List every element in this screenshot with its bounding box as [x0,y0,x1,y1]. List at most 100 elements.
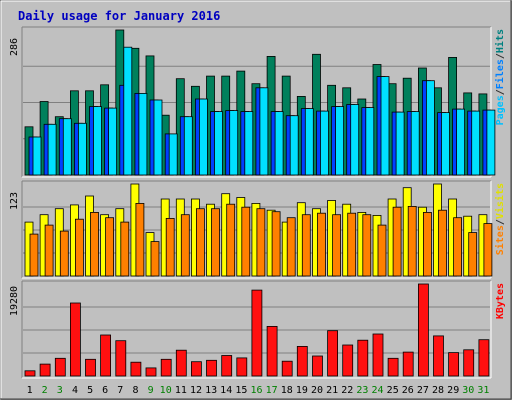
x-tick-label-day-26: 26 [402,385,414,396]
x-tick-label-day-20: 20 [311,385,323,396]
bar-kbytes-day-5 [85,358,96,377]
bar-kbytes-day-2 [39,363,51,377]
bar-sites-day-16 [256,208,266,277]
bar-pages-day-23 [365,107,375,176]
bar-pages-day-31 [486,109,496,176]
x-tick-label-day-14: 14 [220,385,232,396]
bar-sites-day-29 [453,217,463,277]
bar-kbytes-day-16 [251,289,263,377]
bar-pages-day-4 [78,122,87,176]
bar-kbytes-day-21 [327,330,339,377]
panel-legend: Pages/Files/Hits [494,29,506,125]
bar-sites-day-13 [211,208,220,277]
bar-sites-day-18 [286,217,296,277]
bar-sites-day-14 [226,203,236,277]
x-tick-label-day-6: 6 [102,385,108,396]
bar-kbytes-day-27 [417,283,429,377]
x-tick-label-day-22: 22 [341,385,353,396]
bar-sites-day-1 [29,233,39,277]
bar-sites-day-25 [392,206,402,277]
bar-pages-day-29 [456,108,466,176]
bar-kbytes-day-7 [115,340,127,377]
x-tick-label-day-23: 23 [356,385,368,396]
series-sites [29,202,493,277]
bar-pages-day-28 [441,112,450,176]
bar-pages-day-24 [380,76,390,176]
x-tick-label-day-21: 21 [326,385,338,396]
bar-sites-day-4 [75,218,84,277]
bar-sites-day-7 [120,221,130,277]
legend-text: Hits [494,29,506,53]
bar-pages-day-6 [108,107,117,176]
bar-kbytes-day-12 [190,361,202,377]
x-tick-label-day-13: 13 [205,385,217,396]
bar-pages-day-7 [123,46,133,176]
bar-pages-day-5 [93,106,102,176]
bar-sites-day-9 [150,241,160,277]
bar-sites-day-11 [180,214,190,277]
bar-sites-day-19 [301,214,311,277]
bar-kbytes-day-29 [448,352,460,377]
bar-sites-day-24 [377,224,387,277]
bar-kbytes-day-9 [145,367,157,377]
bar-pages-day-19 [304,108,314,176]
bar-pages-day-27 [425,80,435,176]
series-kbytes [24,283,490,377]
bar-sites-day-17 [271,211,281,277]
y-axis-max-label: 123 [9,192,20,210]
bar-sites-day-23 [362,214,372,277]
bar-sites-day-10 [165,217,175,277]
y-axis-max-label: 19280 [9,286,20,316]
bar-pages-day-30 [471,110,481,176]
panel-legend: Sites/Visits [494,183,506,255]
bar-kbytes-day-25 [387,357,399,377]
bar-kbytes-day-18 [281,360,293,377]
bar-kbytes-day-19 [296,345,308,377]
bar-sites-day-6 [105,217,114,277]
legend-text: / [495,53,506,59]
x-tick-label-day-3: 3 [57,385,63,396]
legend-text: Sites [494,225,506,255]
x-tick-label-day-31: 31 [477,385,489,396]
bar-sites-day-26 [407,205,417,277]
legend-text: Pages [495,95,506,125]
bar-sites-day-20 [317,212,326,277]
bar-kbytes-day-28 [433,335,444,377]
bar-kbytes-day-1 [24,370,36,377]
y-axis-max-label: 286 [9,38,20,56]
bar-pages-day-21 [335,106,345,176]
bar-pages-day-1 [32,136,42,176]
legend-text: Visits [494,183,506,219]
bar-kbytes-day-17 [266,325,278,377]
x-tick-label-day-5: 5 [87,385,93,396]
x-tick-label-day-24: 24 [371,385,383,396]
x-tick-label-day-11: 11 [175,385,187,396]
bar-sites-day-30 [468,232,478,277]
panel-2: 123 Sites/Visits [9,180,506,279]
bar-pages-day-18 [289,115,299,176]
bar-sites-day-12 [195,208,205,277]
legend-text: KBytes [495,283,506,319]
bar-kbytes-day-26 [402,351,414,377]
x-tick-label-day-25: 25 [387,385,399,396]
bar-kbytes-day-4 [70,302,81,377]
bar-pages-day-3 [62,118,72,176]
bar-pages-day-10 [168,133,178,176]
panel-3: 19280 KBytes [9,280,506,379]
bar-kbytes-day-30 [463,349,475,377]
bar-sites-day-15 [241,206,251,277]
bar-sites-day-2 [44,224,54,277]
x-tick-label-day-12: 12 [190,385,202,396]
x-tick-label-day-10: 10 [160,385,172,396]
bar-pages-day-11 [183,116,193,176]
panel-1: 286 Pages/Files/Hits [9,26,506,178]
bar-pages-day-13 [214,111,223,176]
x-tick-label-day-15: 15 [235,385,247,396]
x-tick-label-day-1: 1 [27,385,33,396]
bar-pages-day-2 [47,123,57,176]
x-tick-label-day-29: 29 [447,385,459,396]
bar-pages-day-14 [229,110,239,176]
x-tick-label-day-28: 28 [432,385,444,396]
legend-text: / [495,89,506,95]
